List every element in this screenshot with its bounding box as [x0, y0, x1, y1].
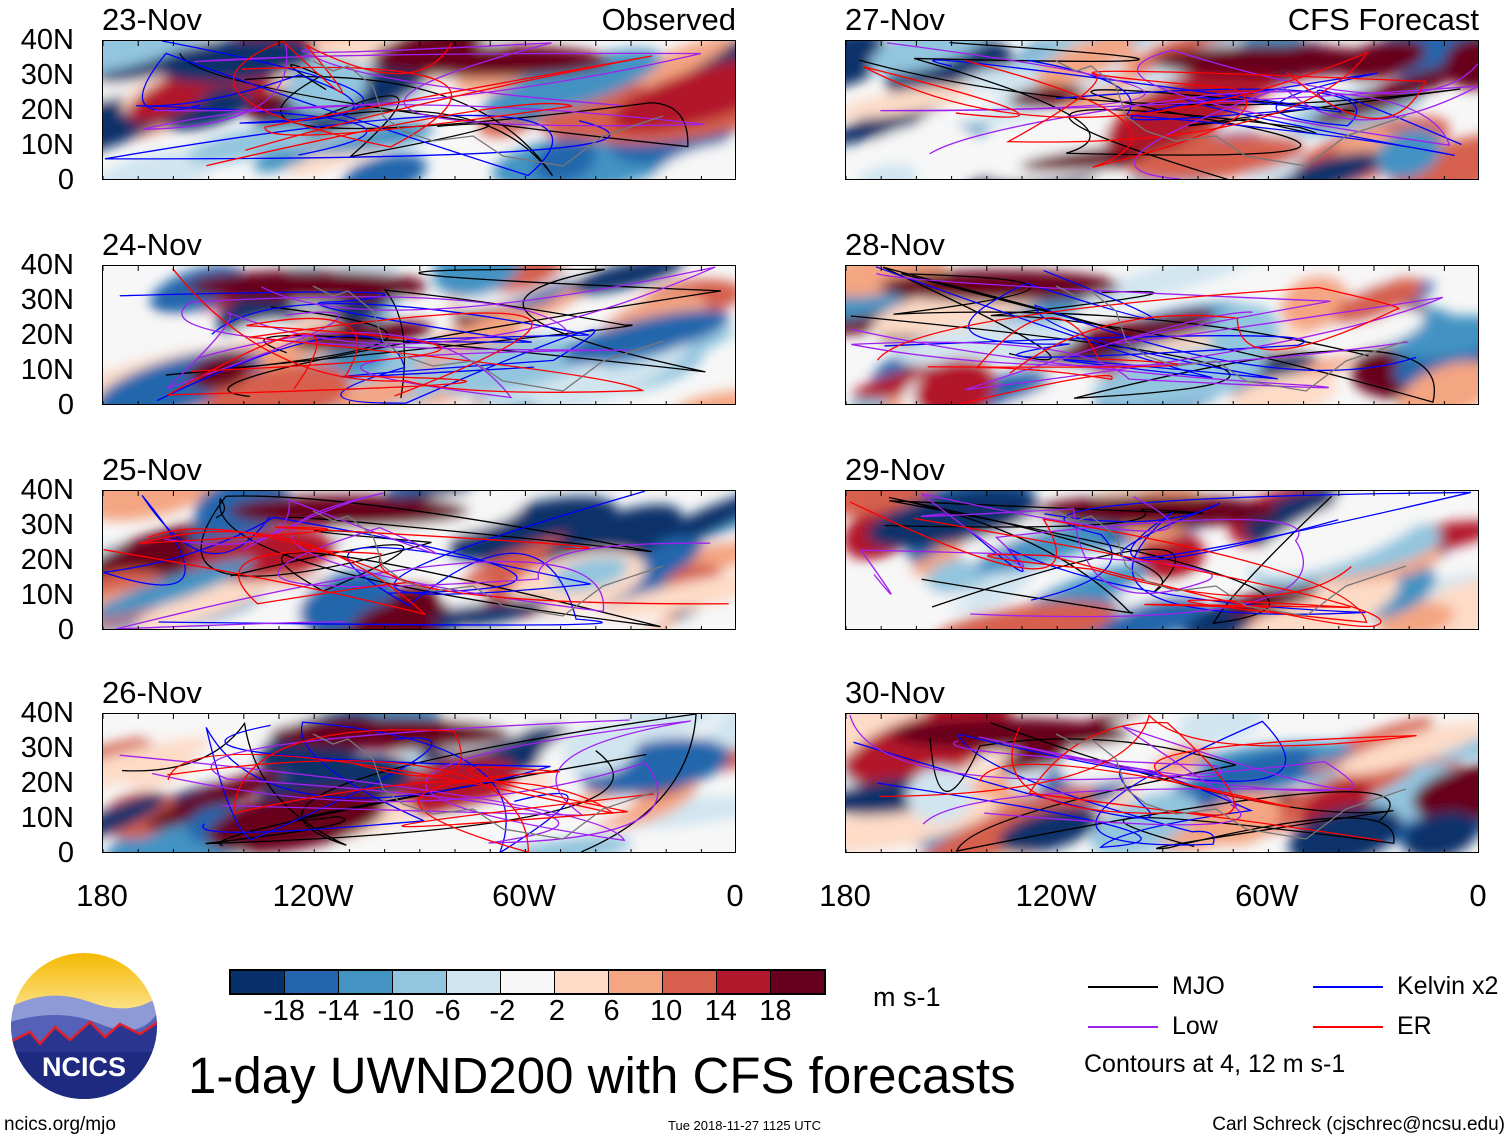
y-tick-label: 30N — [20, 59, 74, 91]
y-tick-label: 40N — [20, 697, 74, 729]
colorbar-swatch — [501, 971, 555, 993]
colorbar — [229, 969, 826, 995]
x-tick-label: 180 — [819, 878, 871, 913]
panel-date: 28-Nov — [845, 227, 945, 262]
colorbar-tick-label: 2 — [548, 995, 566, 1027]
legend-line-mjo — [1088, 986, 1158, 988]
legend-label: Kelvin x2 — [1397, 972, 1499, 1000]
colorbar-swatch — [663, 971, 717, 993]
y-tick-label: 20N — [20, 544, 74, 576]
legend-label: Low — [1172, 1012, 1218, 1040]
legend-label: ER — [1397, 1012, 1432, 1040]
panel-date: 25-Nov — [102, 452, 202, 487]
y-tick-label: 20N — [20, 767, 74, 799]
footer-url[interactable]: ncics.org/mjo — [4, 1114, 116, 1135]
x-tick-label: 120W — [1015, 878, 1097, 913]
panel-date: 26-Nov — [102, 675, 202, 710]
contour-note: Contours at 4, 12 m s-1 — [1084, 1050, 1346, 1078]
map-panel — [845, 490, 1479, 630]
colorbar-tick-label: -14 — [317, 995, 360, 1027]
y-tick-label: 10N — [20, 129, 74, 161]
y-tick-label: 40N — [20, 249, 74, 281]
ncics-logo: NCICS — [10, 952, 158, 1100]
colorbar-swatch — [231, 971, 285, 993]
y-tick-label: 0 — [57, 164, 74, 196]
colorbar-tick-label: -18 — [263, 995, 305, 1027]
panel-date: 30-Nov — [845, 675, 945, 710]
x-tick-label: 120W — [272, 878, 354, 913]
footer-author: Carl Schreck (cjschrec@ncsu.edu) — [1212, 1114, 1505, 1135]
footer-timestamp: Tue 2018-11-27 1125 UTC — [668, 1118, 821, 1133]
y-tick-label: 10N — [20, 802, 74, 834]
figure-title: 1-day UWND200 with CFS forecasts — [188, 1047, 1016, 1104]
legend-line-kelvin-x2 — [1313, 986, 1383, 988]
colorbar-tick-label: 6 — [603, 995, 620, 1027]
y-tick-label: 30N — [20, 284, 74, 316]
legend-label: MJO — [1172, 972, 1225, 1000]
colorbar-swatch — [555, 971, 609, 993]
map-panel — [102, 40, 736, 180]
map-panel — [845, 265, 1479, 405]
panel-date: 27-Nov — [845, 2, 945, 37]
y-tick-label: 0 — [57, 389, 74, 421]
map-panel — [102, 713, 736, 853]
y-tick-label: 10N — [20, 354, 74, 386]
colorbar-tick-label: -6 — [434, 995, 461, 1027]
y-tick-label: 30N — [20, 509, 74, 541]
colorbar-tick-label: 14 — [704, 995, 737, 1027]
map-panel — [845, 713, 1479, 853]
colorbar-swatch — [447, 971, 501, 993]
colorbar-swatch — [393, 971, 447, 993]
colorbar-swatch — [771, 971, 824, 993]
colorbar-swatch — [285, 971, 339, 993]
legend-line-low — [1088, 1026, 1158, 1028]
colorbar-swatch — [717, 971, 771, 993]
colorbar-swatch — [609, 971, 663, 993]
x-tick-label: 180 — [76, 878, 128, 913]
logo-text: NCICS — [42, 1052, 126, 1082]
y-tick-label: 0 — [57, 837, 74, 869]
y-tick-label: 20N — [20, 94, 74, 126]
y-tick-label: 20N — [20, 319, 74, 351]
x-tick-label: 0 — [726, 878, 744, 913]
x-tick-label: 60W — [1235, 878, 1299, 913]
colorbar-tick-label: 10 — [650, 995, 683, 1027]
panel-date: 24-Nov — [102, 227, 202, 262]
map-panel — [102, 490, 736, 630]
colorbar-swatch — [339, 971, 393, 993]
y-tick-label: 10N — [20, 579, 74, 611]
map-panel — [845, 40, 1479, 180]
y-tick-label: 40N — [20, 474, 74, 506]
y-tick-label: 40N — [20, 24, 74, 56]
y-tick-label: 30N — [20, 732, 74, 764]
column-label: Observed — [601, 2, 736, 37]
x-tick-label: 60W — [492, 878, 556, 913]
y-tick-label: 0 — [57, 614, 74, 646]
colorbar-units: m s-1 — [873, 982, 941, 1012]
panel-date: 29-Nov — [845, 452, 945, 487]
colorbar-tick-label: -10 — [372, 995, 415, 1027]
map-panel — [102, 265, 736, 405]
colorbar-tick-label: 18 — [759, 995, 792, 1027]
x-tick-label: 0 — [1469, 878, 1487, 913]
colorbar-tick-label: -2 — [489, 995, 516, 1027]
legend-line-er — [1313, 1026, 1383, 1028]
column-label: CFS Forecast — [1287, 2, 1479, 37]
panel-date: 23-Nov — [102, 2, 202, 37]
